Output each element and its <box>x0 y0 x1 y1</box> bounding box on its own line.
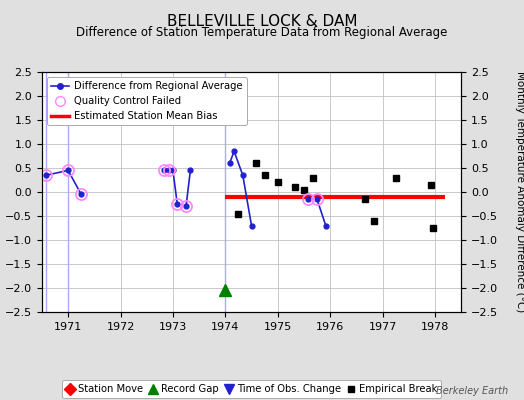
Y-axis label: Monthly Temperature Anomaly Difference (°C): Monthly Temperature Anomaly Difference (… <box>515 71 524 313</box>
Text: BELLEVILLE LOCK & DAM: BELLEVILLE LOCK & DAM <box>167 14 357 29</box>
Text: Difference of Station Temperature Data from Regional Average: Difference of Station Temperature Data f… <box>77 26 447 39</box>
Legend: Station Move, Record Gap, Time of Obs. Change, Empirical Break: Station Move, Record Gap, Time of Obs. C… <box>62 380 441 398</box>
Text: Berkeley Earth: Berkeley Earth <box>436 386 508 396</box>
